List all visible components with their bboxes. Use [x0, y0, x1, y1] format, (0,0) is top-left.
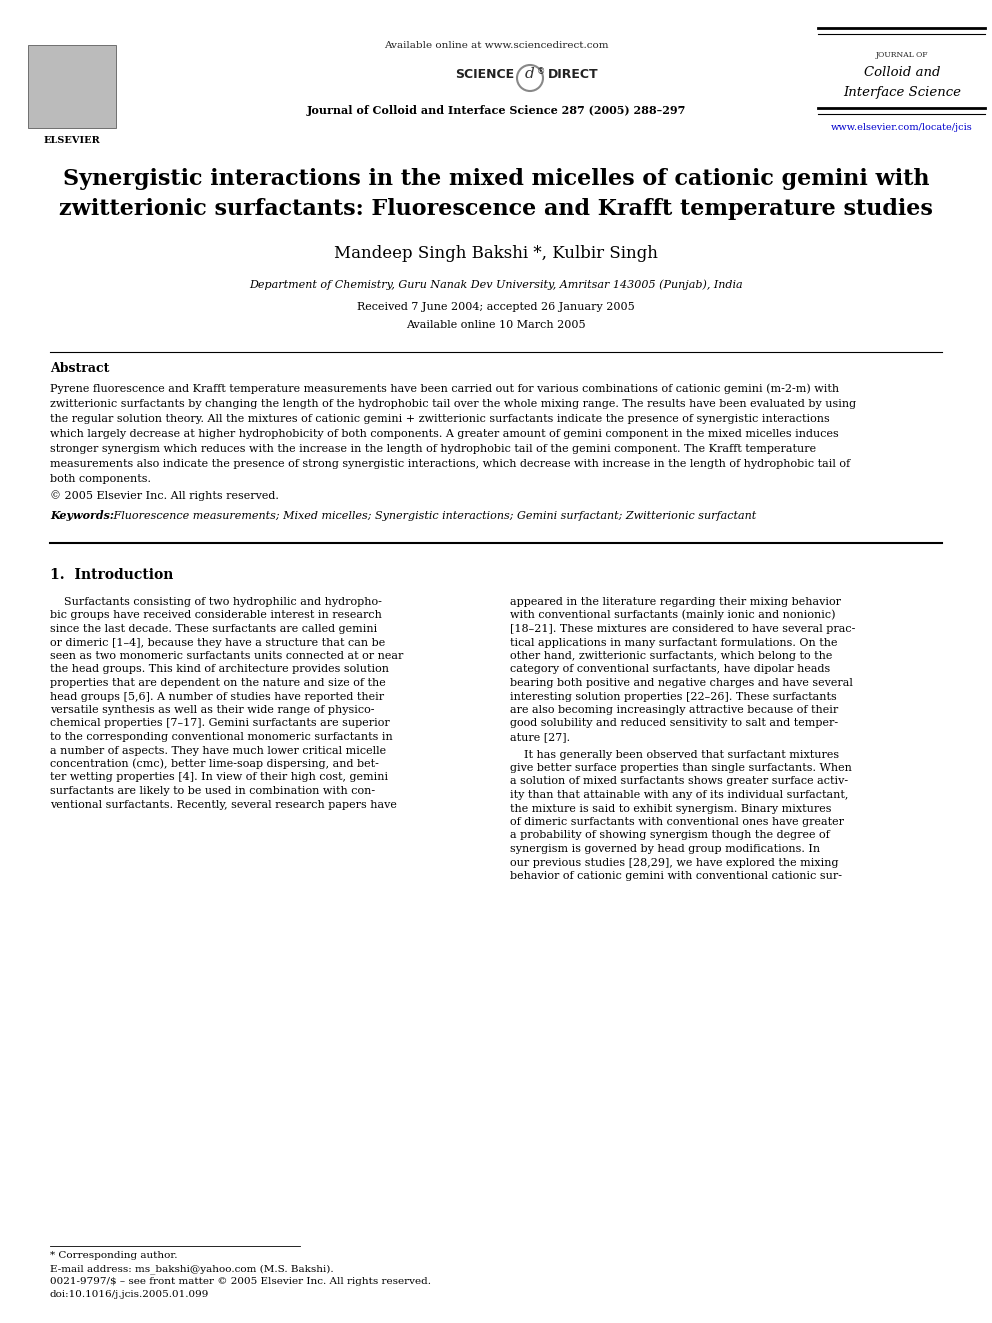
Text: other hand, zwitterionic surfactants, which belong to the: other hand, zwitterionic surfactants, wh… — [510, 651, 832, 662]
Text: Mandeep Singh Bakshi *, Kulbir Singh: Mandeep Singh Bakshi *, Kulbir Singh — [334, 245, 658, 262]
Text: to the corresponding conventional monomeric surfactants in: to the corresponding conventional monome… — [50, 732, 393, 742]
Text: ature [27].: ature [27]. — [510, 732, 570, 742]
Text: surfactants are likely to be used in combination with con-: surfactants are likely to be used in com… — [50, 786, 375, 796]
Text: SCIENCE: SCIENCE — [455, 67, 514, 81]
Text: appeared in the literature regarding their mixing behavior: appeared in the literature regarding the… — [510, 597, 841, 607]
Text: Pyrene fluorescence and Krafft temperature measurements have been carried out fo: Pyrene fluorescence and Krafft temperatu… — [50, 384, 839, 394]
Text: Available online 10 March 2005: Available online 10 March 2005 — [406, 320, 586, 329]
Text: bic groups have received considerable interest in research: bic groups have received considerable in… — [50, 610, 382, 620]
Text: since the last decade. These surfactants are called gemini: since the last decade. These surfactants… — [50, 624, 377, 634]
Text: properties that are dependent on the nature and size of the: properties that are dependent on the nat… — [50, 677, 386, 688]
Text: both components.: both components. — [50, 474, 151, 484]
FancyBboxPatch shape — [28, 45, 116, 128]
Text: [18–21]. These mixtures are considered to have several prac-: [18–21]. These mixtures are considered t… — [510, 624, 855, 634]
Text: JOURNAL OF: JOURNAL OF — [876, 52, 929, 60]
Text: 1.  Introduction: 1. Introduction — [50, 568, 174, 582]
Text: chemical properties [7–17]. Gemini surfactants are superior: chemical properties [7–17]. Gemini surfa… — [50, 718, 390, 729]
Text: ity than that attainable with any of its individual surfactant,: ity than that attainable with any of its… — [510, 790, 848, 800]
Text: ter wetting properties [4]. In view of their high cost, gemini: ter wetting properties [4]. In view of t… — [50, 773, 388, 782]
Text: a probability of showing synergism though the degree of: a probability of showing synergism thoug… — [510, 831, 829, 840]
Text: zwitterionic surfactants by changing the length of the hydrophobic tail over the: zwitterionic surfactants by changing the… — [50, 400, 856, 409]
Text: good solubility and reduced sensitivity to salt and temper-: good solubility and reduced sensitivity … — [510, 718, 838, 729]
Text: Synergistic interactions in the mixed micelles of cationic gemini with: Synergistic interactions in the mixed mi… — [62, 168, 930, 191]
Text: d: d — [525, 67, 535, 81]
Text: Journal of Colloid and Interface Science 287 (2005) 288–297: Journal of Colloid and Interface Science… — [307, 105, 685, 116]
Text: or dimeric [1–4], because they have a structure that can be: or dimeric [1–4], because they have a st… — [50, 638, 385, 647]
Text: Keywords:: Keywords: — [50, 509, 114, 521]
Text: bearing both positive and negative charges and have several: bearing both positive and negative charg… — [510, 677, 853, 688]
Text: ®: ® — [537, 67, 546, 75]
Text: a solution of mixed surfactants shows greater surface activ-: a solution of mixed surfactants shows gr… — [510, 777, 848, 786]
Text: Received 7 June 2004; accepted 26 January 2005: Received 7 June 2004; accepted 26 Januar… — [357, 302, 635, 312]
Text: our previous studies [28,29], we have explored the mixing: our previous studies [28,29], we have ex… — [510, 857, 838, 868]
Text: Department of Chemistry, Guru Nanak Dev University, Amritsar 143005 (Punjab), In: Department of Chemistry, Guru Nanak Dev … — [249, 279, 743, 290]
Text: doi:10.1016/j.jcis.2005.01.099: doi:10.1016/j.jcis.2005.01.099 — [50, 1290, 209, 1299]
Text: zwitterionic surfactants: Fluorescence and Krafft temperature studies: zwitterionic surfactants: Fluorescence a… — [60, 198, 932, 220]
Text: give better surface properties than single surfactants. When: give better surface properties than sing… — [510, 763, 852, 773]
Text: concentration (cmc), better lime-soap dispersing, and bet-: concentration (cmc), better lime-soap di… — [50, 758, 379, 769]
Text: Surfactants consisting of two hydrophilic and hydropho-: Surfactants consisting of two hydrophili… — [50, 597, 382, 607]
Text: E-mail address: ms_bakshi@yahoo.com (M.S. Bakshi).: E-mail address: ms_bakshi@yahoo.com (M.S… — [50, 1263, 333, 1274]
Text: the mixture is said to exhibit synergism. Binary mixtures: the mixture is said to exhibit synergism… — [510, 803, 831, 814]
Text: head groups [5,6]. A number of studies have reported their: head groups [5,6]. A number of studies h… — [50, 692, 384, 701]
Text: of dimeric surfactants with conventional ones have greater: of dimeric surfactants with conventional… — [510, 818, 844, 827]
Text: It has generally been observed that surfactant mixtures: It has generally been observed that surf… — [510, 750, 839, 759]
Text: category of conventional surfactants, have dipolar heads: category of conventional surfactants, ha… — [510, 664, 830, 675]
Text: Abstract: Abstract — [50, 363, 109, 374]
Text: interesting solution properties [22–26]. These surfactants: interesting solution properties [22–26].… — [510, 692, 836, 701]
Text: the regular solution theory. All the mixtures of cationic gemini + zwitterionic : the regular solution theory. All the mix… — [50, 414, 829, 423]
Text: www.elsevier.com/locate/jcis: www.elsevier.com/locate/jcis — [831, 123, 973, 132]
Text: synergism is governed by head group modifications. In: synergism is governed by head group modi… — [510, 844, 820, 855]
Text: tical applications in many surfactant formulations. On the: tical applications in many surfactant fo… — [510, 638, 837, 647]
Text: measurements also indicate the presence of strong synergistic interactions, whic: measurements also indicate the presence … — [50, 459, 850, 468]
Text: are also becoming increasingly attractive because of their: are also becoming increasingly attractiv… — [510, 705, 838, 714]
Text: Interface Science: Interface Science — [843, 86, 961, 99]
Text: * Corresponding author.: * Corresponding author. — [50, 1252, 178, 1259]
Text: 0021-9797/$ – see front matter © 2005 Elsevier Inc. All rights reserved.: 0021-9797/$ – see front matter © 2005 El… — [50, 1277, 431, 1286]
Text: with conventional surfactants (mainly ionic and nonionic): with conventional surfactants (mainly io… — [510, 610, 835, 620]
Text: the head groups. This kind of architecture provides solution: the head groups. This kind of architectu… — [50, 664, 389, 675]
Text: © 2005 Elsevier Inc. All rights reserved.: © 2005 Elsevier Inc. All rights reserved… — [50, 491, 279, 501]
Text: ELSEVIER: ELSEVIER — [44, 136, 100, 146]
Text: Colloid and: Colloid and — [864, 66, 940, 79]
Text: ventional surfactants. Recently, several research papers have: ventional surfactants. Recently, several… — [50, 799, 397, 810]
Text: DIRECT: DIRECT — [548, 67, 598, 81]
Text: versatile synthesis as well as their wide range of physico-: versatile synthesis as well as their wid… — [50, 705, 375, 714]
Text: a number of aspects. They have much lower critical micelle: a number of aspects. They have much lowe… — [50, 745, 386, 755]
Text: Available online at www.sciencedirect.com: Available online at www.sciencedirect.co… — [384, 41, 608, 50]
Text: stronger synergism which reduces with the increase in the length of hydrophobic : stronger synergism which reduces with th… — [50, 445, 816, 454]
Text: Fluorescence measurements; Mixed micelles; Synergistic interactions; Gemini surf: Fluorescence measurements; Mixed micelle… — [110, 511, 756, 521]
Text: behavior of cationic gemini with conventional cationic sur-: behavior of cationic gemini with convent… — [510, 871, 842, 881]
Text: which largely decrease at higher hydrophobicity of both components. A greater am: which largely decrease at higher hydroph… — [50, 429, 839, 439]
Text: seen as two monomeric surfactants units connected at or near: seen as two monomeric surfactants units … — [50, 651, 404, 662]
